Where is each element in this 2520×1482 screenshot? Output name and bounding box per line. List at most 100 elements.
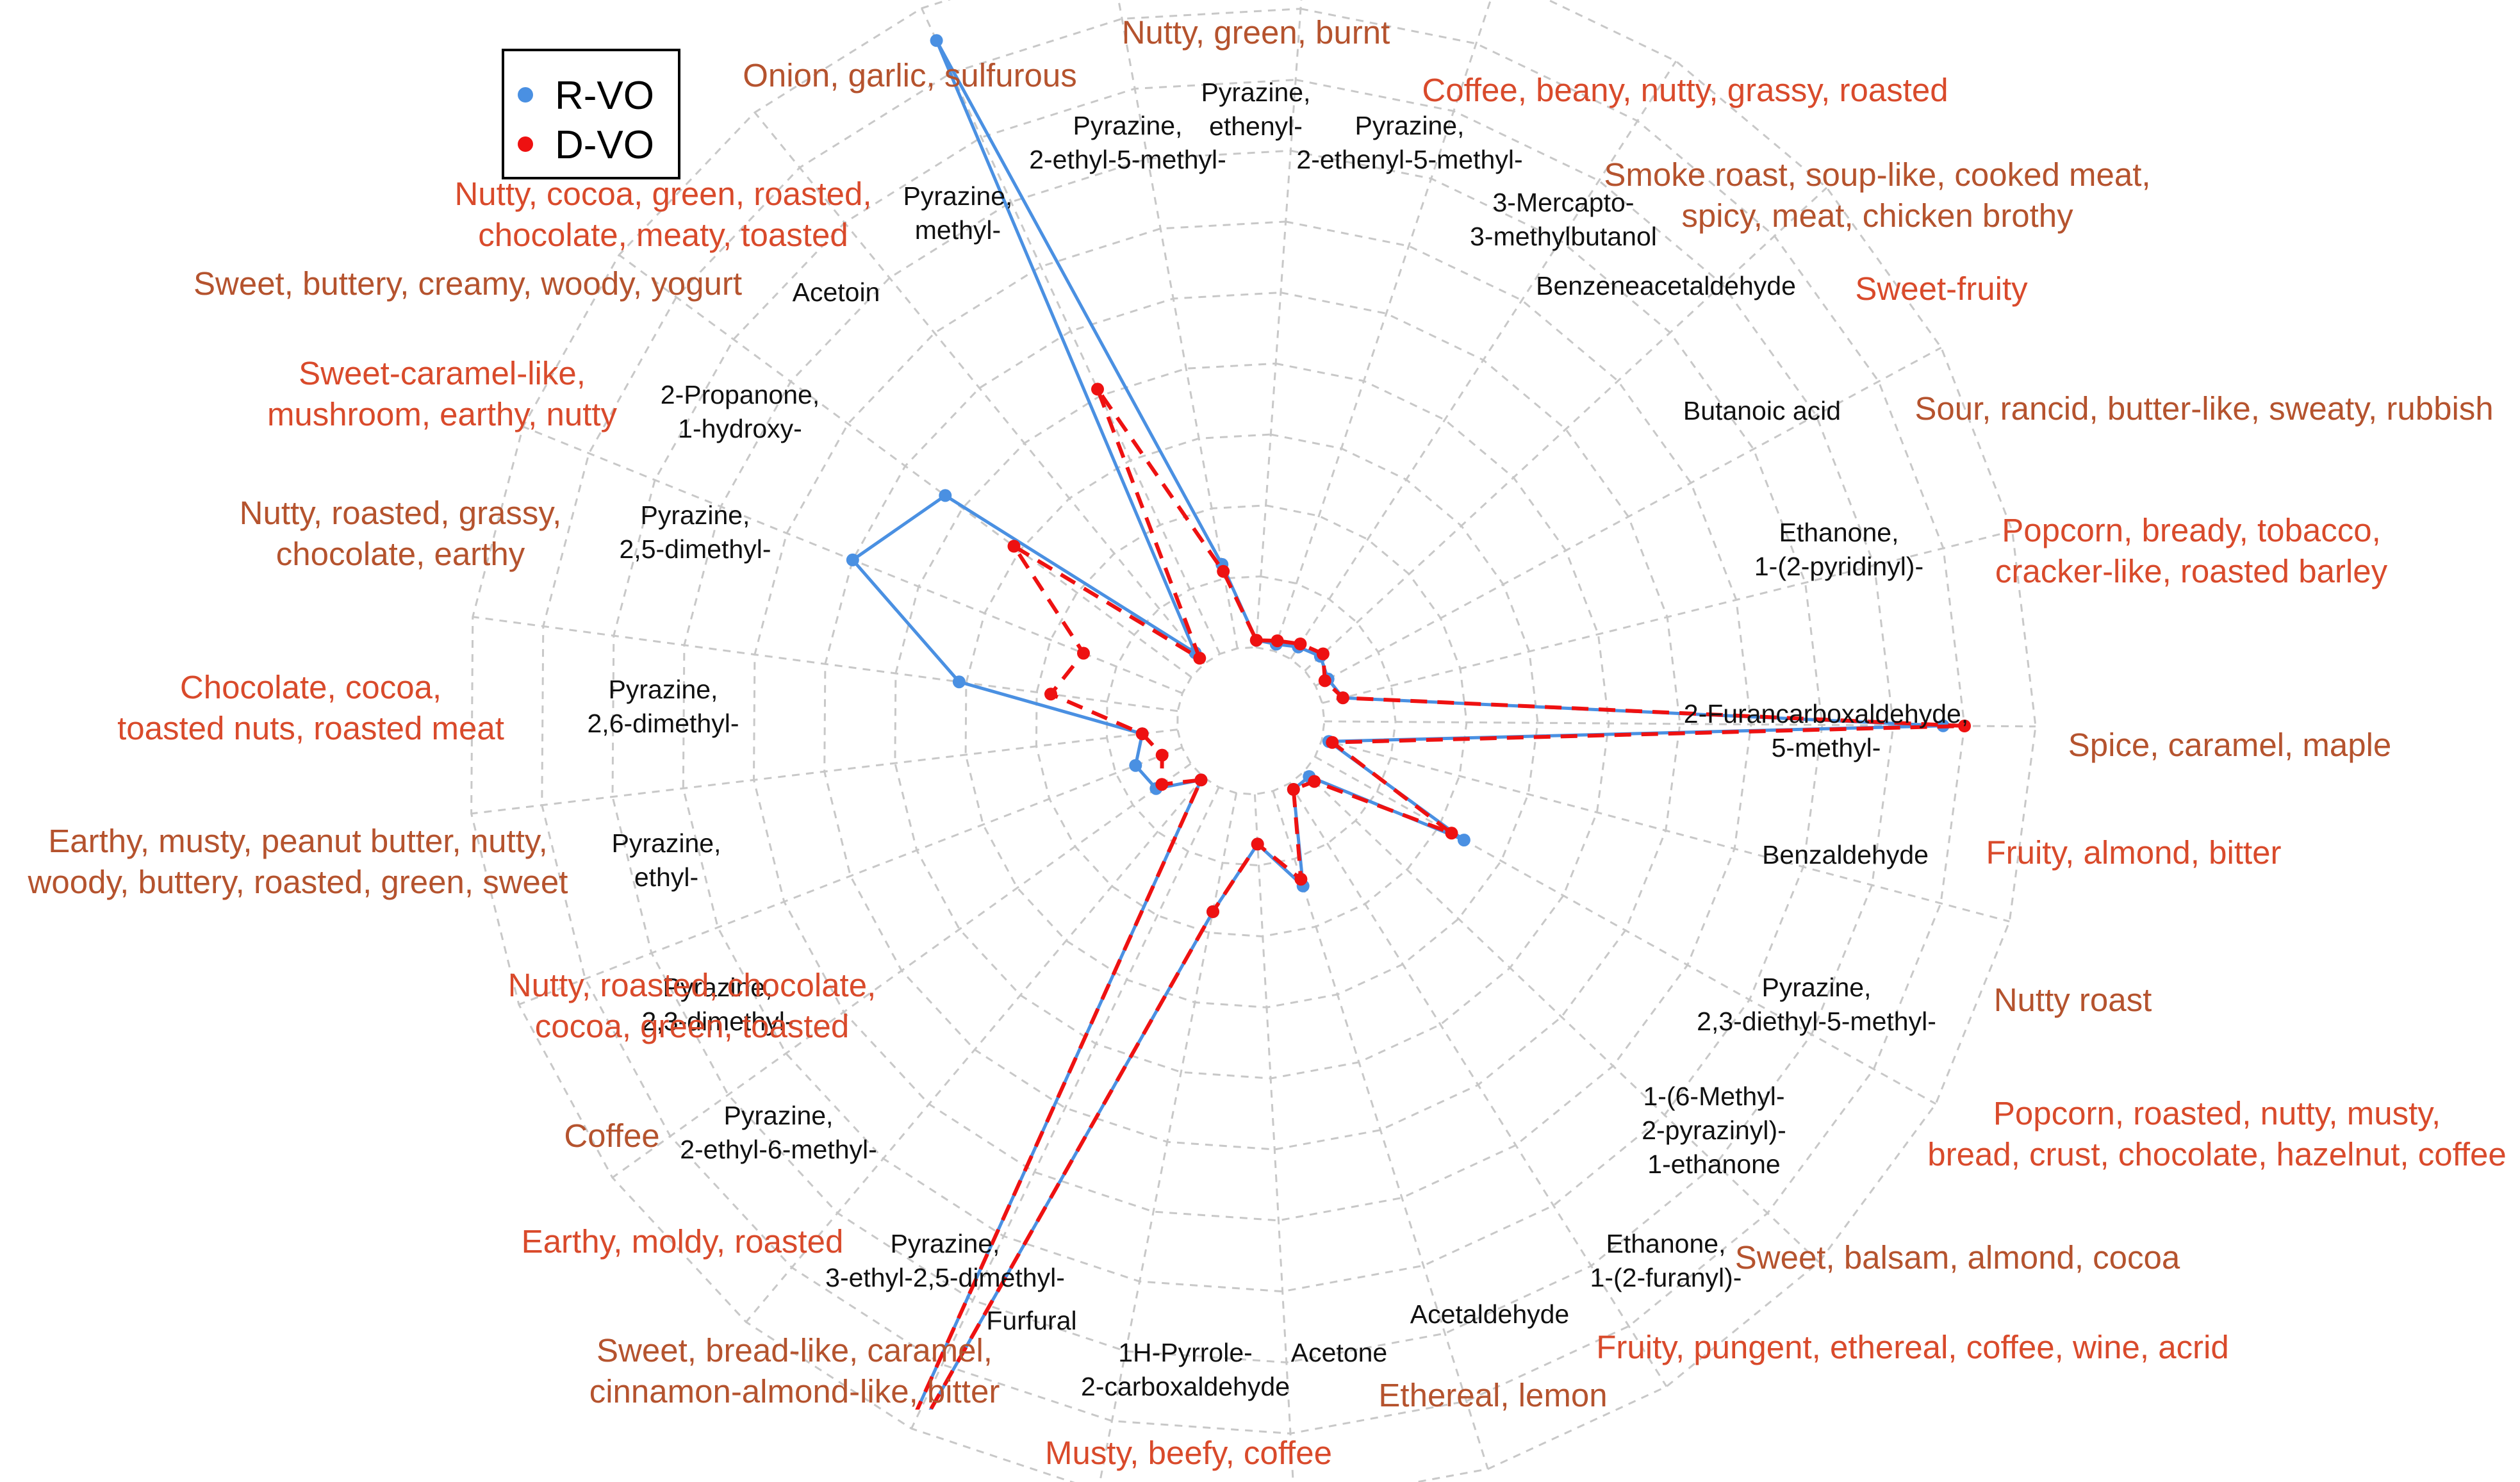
compound-label: Acetaldehyde — [1410, 1299, 1569, 1329]
data-point-r-vo — [952, 675, 966, 689]
data-point-d-vo — [1044, 687, 1057, 701]
odor-label-line: Sweet-fruity — [1855, 270, 2028, 307]
grid-spoke — [910, 787, 1220, 1429]
odor-label-line: Sweet, balsam, almond, cocoa — [1735, 1239, 2180, 1276]
compound-label-line: methyl- — [915, 215, 1001, 245]
data-point-d-vo — [1077, 646, 1090, 660]
odor-label-line: chocolate, earthy — [276, 536, 525, 572]
odor-label: Popcorn, roasted, nutty, musty, bread, cr… — [1927, 1095, 2506, 1173]
grid-spoke — [611, 762, 1192, 1179]
data-point-d-vo — [1249, 634, 1263, 647]
grid-spoke — [1117, 0, 1239, 649]
odor-label: Spice, caramel, maple — [2068, 727, 2392, 763]
compound-label: 1-(6-Methyl- 2-pyrazinyl)- 1-ethanone — [1642, 1082, 1786, 1179]
odor-label-line: Nutty, cocoa, green, roasted, — [454, 176, 871, 212]
radar-series — [846, 34, 1971, 1410]
odor-label-line: Nutty, green, burnt — [1122, 14, 1390, 51]
legend-label-dvo: D-VO — [555, 123, 654, 167]
odor-label: Coffee, beany, nutty, grassy, roasted — [1422, 72, 1948, 108]
grid-spoke — [472, 616, 1178, 712]
data-point-d-vo — [1318, 674, 1331, 687]
compound-label-line: Pyrazine, — [612, 828, 721, 858]
compound-label-line: 1-(6-Methyl- — [1643, 1082, 1785, 1111]
data-point-d-vo — [1336, 691, 1349, 705]
data-point-d-vo — [1316, 647, 1330, 661]
grid-ring — [541, 8, 1966, 1435]
compound-label-line: Benzaldehyde — [1762, 840, 1929, 869]
data-point-d-vo — [1251, 837, 1264, 851]
compound-label: Pyrazine, ethenyl- — [1201, 78, 1311, 141]
data-point-d-vo — [1155, 778, 1169, 791]
odor-label-line: Sweet, bread-like, caramel, — [597, 1332, 992, 1369]
data-point-d-vo — [1958, 720, 1971, 732]
odor-label: Nutty roast — [1994, 982, 2152, 1018]
grid-spoke — [1253, 794, 1294, 1482]
grid-ring — [1176, 646, 1326, 796]
compound-label-line: 2-ethyl-5-methyl- — [1029, 145, 1226, 174]
compound-label-line: Pyrazine, — [891, 1229, 1000, 1258]
compound-label-line: Pyrazine, — [1073, 111, 1183, 140]
data-point-d-vo — [1193, 652, 1206, 665]
data-point-d-vo — [1445, 827, 1458, 840]
odor-label-line: Fruity, pungent, ethereal, coffee, wine,… — [1596, 1329, 2229, 1365]
legend-marker-rvo — [518, 87, 533, 103]
data-point-d-vo — [1287, 783, 1300, 796]
odor-label-line: Sour, rancid, butter-like, sweaty, rubbi… — [1915, 390, 2493, 427]
compound-label-line: Pyrazine, — [903, 181, 1013, 211]
odor-label-line: Popcorn, roasted, nutty, musty, — [1993, 1095, 2441, 1132]
compound-label: Pyrazine, ethyl- — [612, 828, 721, 892]
legend: R-VO D-VO — [502, 49, 680, 179]
grid-spoke — [1321, 738, 2010, 923]
compound-label-line: Pyrazine, — [724, 1101, 834, 1130]
grid-ring — [823, 292, 1681, 1151]
data-point-d-vo — [1326, 736, 1339, 749]
legend-box — [502, 49, 680, 179]
grid-ring — [611, 78, 1895, 1363]
series-line-d-vo — [915, 387, 1966, 1410]
grid-ring — [964, 433, 1539, 1009]
compound-label-line: 3-ethyl-2,5-dimethyl- — [825, 1263, 1065, 1292]
compound-label: Pyrazine, 2-ethyl-5-methyl- — [1029, 111, 1226, 174]
compound-label-line: 2-carboxaldehyde — [1081, 1372, 1290, 1401]
compound-label: Pyrazine, 2,5-dimethyl- — [620, 500, 771, 564]
compound-label: 1H-Pyrrole- 2-carboxaldehyde — [1081, 1338, 1290, 1401]
odor-label: Onion, garlic, sulfurous — [743, 57, 1077, 94]
data-point-d-vo — [1194, 773, 1208, 787]
grid-spoke — [921, 8, 1221, 655]
compound-label: Pyrazine, 2,6-dimethyl- — [588, 675, 739, 738]
data-point-d-vo — [1155, 748, 1169, 762]
compound-label-line: ethenyl- — [1209, 111, 1303, 141]
odor-label: Sweet, buttery, creamy, woody, yogurt — [194, 265, 742, 302]
compound-label: 2-Furancarboxaldehyde, 5-methyl- — [1684, 699, 1968, 762]
compound-label: Ethanone, 1-(2-furanyl)- — [1590, 1229, 1742, 1292]
compound-label-line: 1-ethanone — [1647, 1149, 1780, 1179]
grid-spoke — [1255, 0, 1303, 648]
odor-label-line: Sweet, buttery, creamy, woody, yogurt — [194, 265, 742, 302]
odor-label: Nutty, cocoa, green, roasted, chocolate, … — [454, 176, 871, 253]
legend-marker-dvo — [518, 136, 533, 152]
odor-label-line: Spice, caramel, maple — [2068, 727, 2392, 763]
compound-label-line: Pyrazine, — [1355, 111, 1465, 140]
data-point-d-vo — [1206, 905, 1219, 918]
odor-label-line: Chocolate, cocoa, — [180, 669, 441, 705]
odor-label-line: Smoke roast, soup-like, cooked meat, — [1604, 156, 2150, 193]
compound-label-line: ethyl- — [634, 862, 698, 892]
data-point-d-vo — [1294, 638, 1307, 650]
compound-label-line: 2-pyrazinyl)- — [1642, 1116, 1786, 1145]
odor-label: Nutty, roasted, chocolate, cocoa, green, … — [508, 967, 877, 1044]
odor-label: Sweet, bread-like, caramel, cinnamon-almo… — [589, 1332, 1000, 1410]
grid-spoke — [1303, 771, 1820, 1264]
compound-label-line: 2-Propanone, — [661, 380, 819, 409]
grid-spoke — [518, 746, 1183, 1006]
odor-label: Earthy, moldy, roasted — [522, 1223, 844, 1260]
compound-label-line: 3-methylbutanol — [1470, 222, 1657, 251]
grid-spoke — [745, 777, 1205, 1323]
odor-label: Coffee — [564, 1117, 659, 1154]
odor-label-line: cocoa, green, toasted — [535, 1008, 850, 1044]
odor-label: Earthy, musty, peanut butter, nutty, wood… — [28, 823, 568, 900]
odor-label: Fruity, pungent, ethereal, coffee, wine,… — [1596, 1329, 2229, 1365]
odor-label-line: Nutty, roasted, chocolate, — [508, 967, 877, 1003]
grid-ring — [682, 149, 1824, 1293]
odor-label: Nutty, green, burnt — [1122, 14, 1390, 51]
compound-label: 3-Mercapto- 3-methylbutanol — [1470, 188, 1657, 251]
